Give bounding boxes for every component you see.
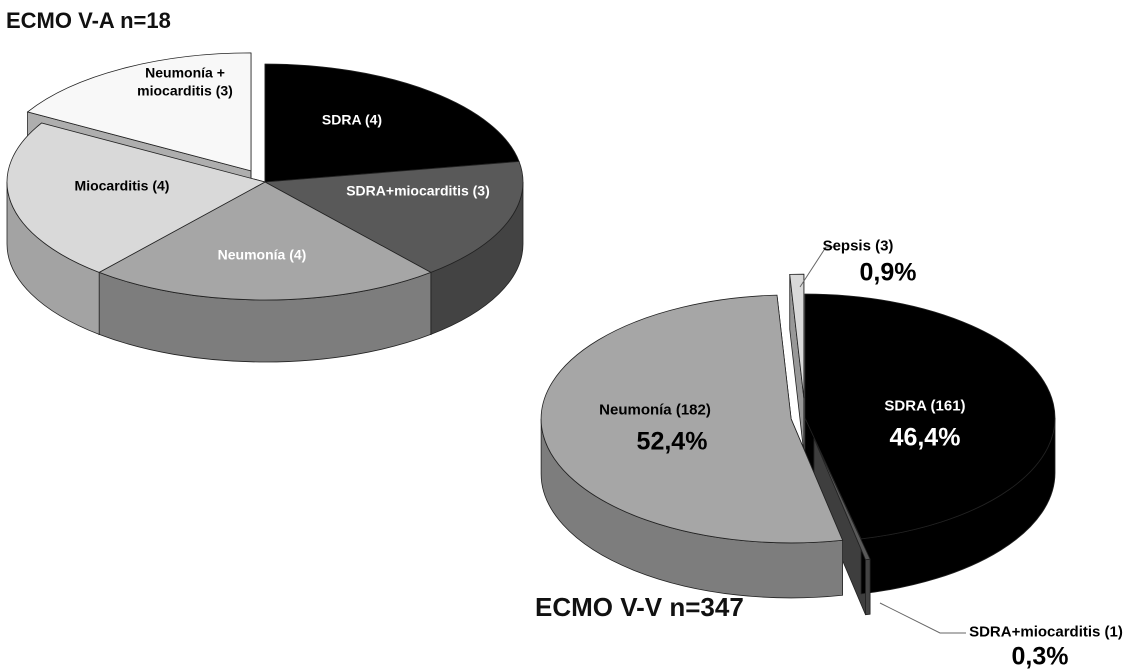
chart-title: ECMO V-A n=18 (6, 8, 171, 33)
slice (263, 161, 524, 273)
slice-label: Sepsis (3) (822, 237, 894, 255)
slice (804, 293, 1056, 540)
slice-label: Neumonía (182) (599, 401, 711, 419)
value-label: 52,4% (636, 427, 708, 456)
slice (540, 294, 844, 544)
slice-label: Neumonía (4) (217, 246, 307, 263)
slice-label: SDRA+miocarditis (3) (346, 182, 490, 199)
slice-label: Neumonía + miocarditis (3) (137, 64, 233, 99)
slice (264, 63, 520, 183)
slice-label: Miocarditis (4) (74, 177, 170, 194)
slice (813, 438, 871, 561)
value-label: 0,9% (859, 258, 917, 287)
slice-label: SDRA (161) (884, 397, 966, 415)
slice (98, 181, 432, 301)
slice (6, 122, 267, 273)
chart-title: ECMO V-V n=347 (535, 592, 744, 622)
value-label: 46,4% (889, 423, 961, 452)
leader-line (799, 246, 834, 288)
value-label: 0,3% (1011, 642, 1069, 669)
slice (789, 273, 805, 399)
slice-side (865, 558, 871, 616)
leader-line (879, 602, 966, 634)
slice-label: SDRA (4) (321, 111, 383, 128)
slice-label: SDRA+miocarditis (1) (969, 623, 1123, 641)
slice (26, 52, 252, 172)
